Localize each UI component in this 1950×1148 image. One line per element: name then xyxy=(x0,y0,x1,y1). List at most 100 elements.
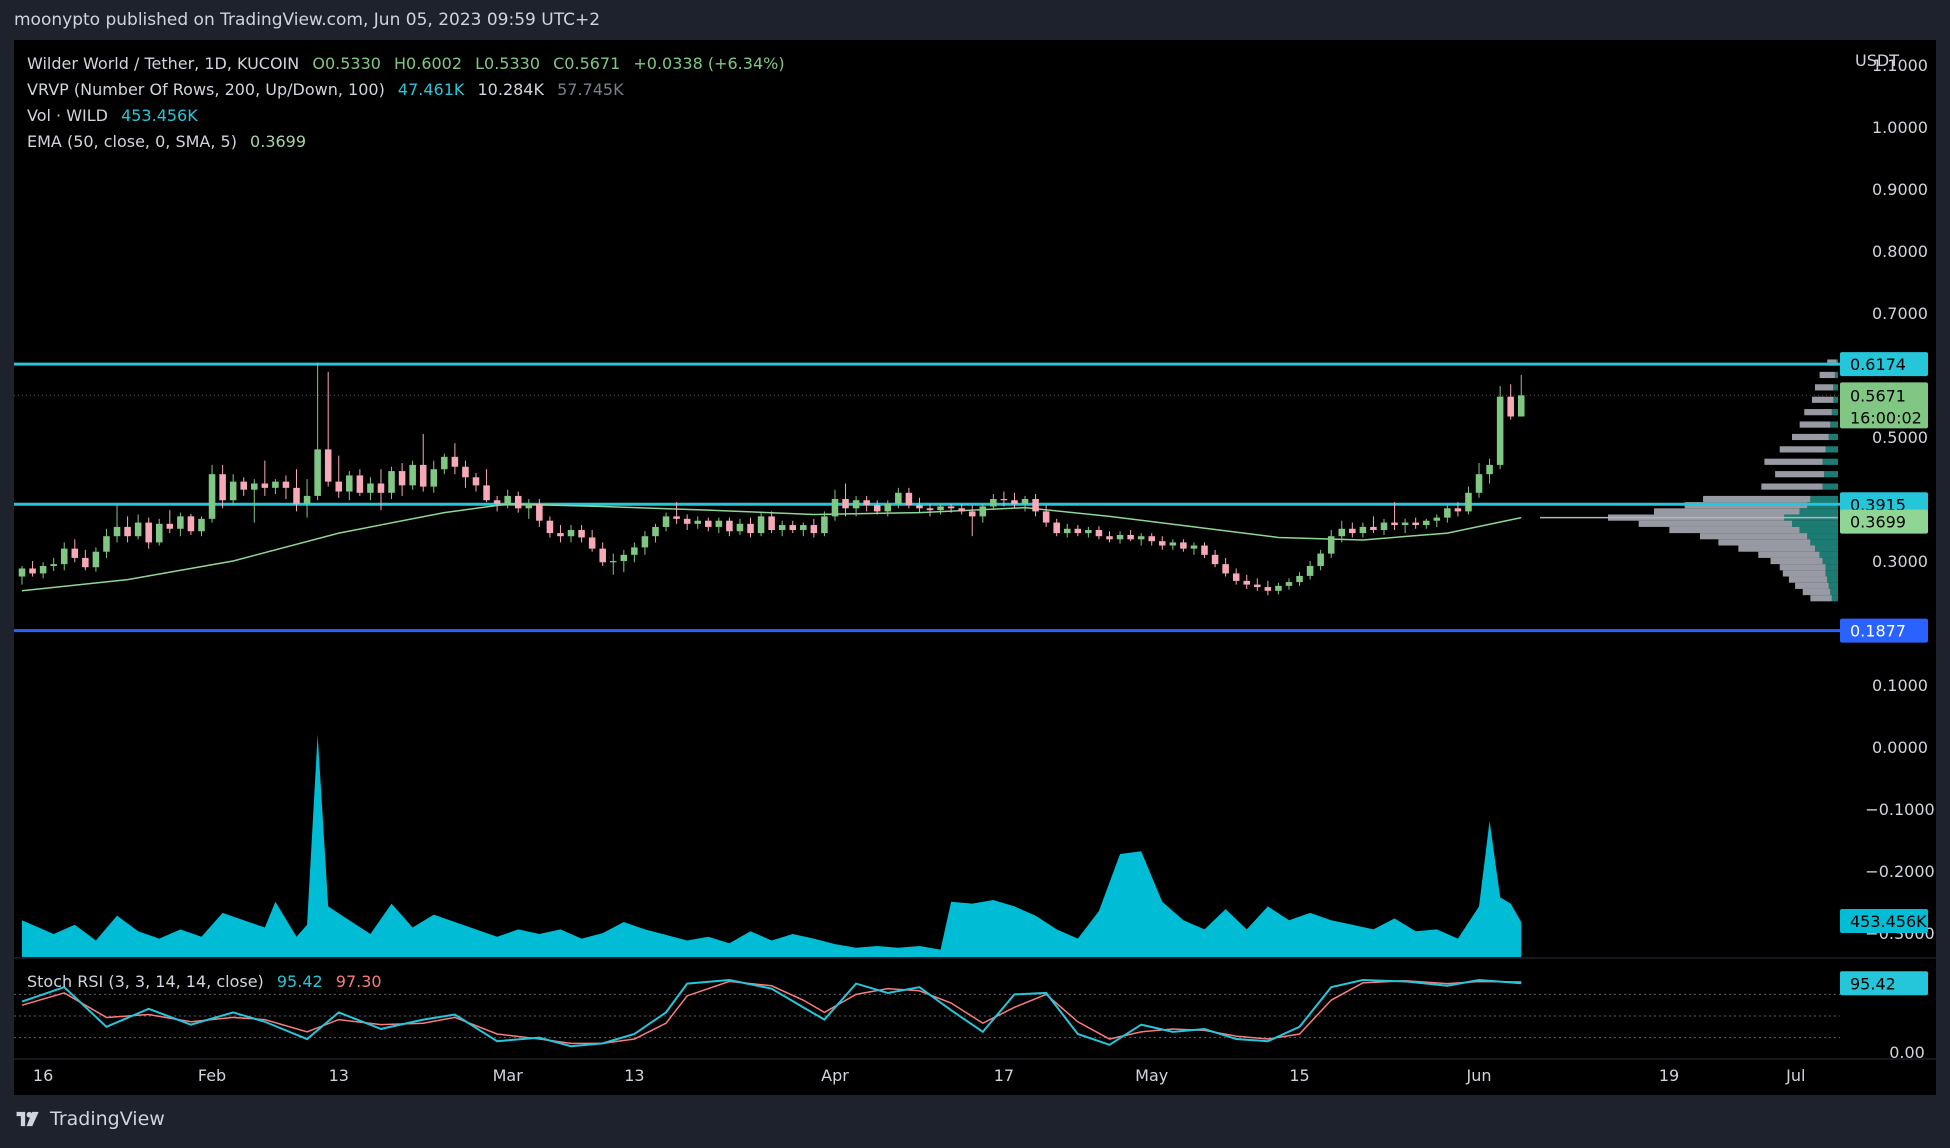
candle-body xyxy=(145,522,152,543)
legend-symbol[interactable]: Wilder World / Tether, 1D, KUCOIN xyxy=(27,54,300,73)
candle-body xyxy=(557,533,564,537)
vrvp-up-bar xyxy=(1810,595,1832,602)
candle-body xyxy=(187,516,195,532)
candle-body xyxy=(979,506,987,517)
candle-body xyxy=(1042,511,1050,523)
legend-stoch-row: Stoch RSI (3, 3, 14, 14, close) 95.42 97… xyxy=(27,972,390,991)
legend-stoch-label[interactable]: Stoch RSI (3, 3, 14, 14, close) xyxy=(27,972,264,991)
vrvp-down-bar xyxy=(1825,446,1838,453)
volume-label-box xyxy=(1840,909,1928,933)
vrvp-up-bar xyxy=(1782,570,1826,577)
candle-body xyxy=(895,492,902,504)
candle-body xyxy=(261,483,269,488)
candle-body xyxy=(1264,587,1272,591)
candle-body xyxy=(293,487,300,504)
price-tick-label: 1.0000 xyxy=(1872,118,1928,137)
vrvp-down-bar xyxy=(1810,495,1838,503)
candle-body xyxy=(662,516,670,527)
legend-low: L0.5330 xyxy=(475,54,541,73)
candle-body xyxy=(1507,396,1514,417)
candle-body xyxy=(1380,522,1388,531)
horizontal-levels[interactable] xyxy=(14,362,1840,633)
candle-body xyxy=(113,526,121,537)
legend-vrvp-row: VRVP (Number Of Rows, 200, Up/Down, 100)… xyxy=(27,80,632,99)
vrvp-up-bar xyxy=(1792,433,1829,441)
candle-body xyxy=(1454,508,1462,512)
candle-body xyxy=(1317,553,1324,566)
time-tick-label: Feb xyxy=(198,1066,226,1085)
candle-body xyxy=(578,530,585,538)
time-tick-label: 13 xyxy=(329,1066,349,1085)
vrvp-up-bar xyxy=(1764,458,1823,465)
candle-body xyxy=(736,523,744,532)
candle-body xyxy=(873,505,881,512)
candle-body xyxy=(852,500,860,509)
level-label-text: 0.1877 xyxy=(1850,622,1906,641)
candle-body xyxy=(1496,396,1504,465)
vrvp-up-bar xyxy=(1779,446,1826,453)
candle-body xyxy=(462,466,469,478)
candle-body xyxy=(282,481,290,488)
vrvp-up-bar xyxy=(1804,409,1832,416)
time-axis[interactable]: 16 Feb 13 Mar 13 Apr 17 May 15 Jun 19 Jul xyxy=(33,1066,1805,1085)
ema-path xyxy=(21,503,1522,592)
vrvp-down-bar xyxy=(1830,588,1838,596)
candle-body xyxy=(1254,584,1261,588)
candle-body xyxy=(821,516,828,534)
legend-vrvp-label[interactable]: VRVP (Number Of Rows, 200, Up/Down, 100) xyxy=(27,80,385,99)
candle-body xyxy=(778,525,786,531)
candle-body xyxy=(472,477,480,486)
candle-body xyxy=(789,525,797,531)
legend-ema-label[interactable]: EMA (50, close, 0, SMA, 5) xyxy=(27,132,237,151)
candle-body xyxy=(1327,536,1335,554)
price-tick-label: 1.1000 xyxy=(1872,56,1928,75)
candle-body xyxy=(409,464,416,486)
time-tick-label: Jun xyxy=(1466,1066,1492,1085)
candle-body xyxy=(198,518,205,532)
candle-body xyxy=(92,551,100,568)
price-tick-label: 0.5000 xyxy=(1872,428,1928,447)
legend-stoch-k: 95.42 xyxy=(276,972,323,991)
legend-high: H0.6002 xyxy=(394,54,463,73)
vrvp-down-bar xyxy=(1822,458,1838,465)
vrvp-up-bar xyxy=(1799,421,1831,428)
candle-body xyxy=(1306,565,1314,576)
legend-volume-label[interactable]: Vol · WILD xyxy=(27,106,108,125)
candle-body xyxy=(747,523,754,534)
candle-body xyxy=(240,481,247,490)
vrvp-up-bar xyxy=(1819,371,1835,379)
candle-body xyxy=(620,554,628,562)
candle-body xyxy=(398,471,406,486)
tradingview-footer[interactable]: TradingView xyxy=(14,1108,165,1130)
candle-body xyxy=(1422,520,1430,526)
vrvp-down-bar xyxy=(1822,483,1838,490)
candle-body xyxy=(1338,528,1346,537)
vrvp-down-bar xyxy=(1833,396,1838,403)
legend-stoch-d: 97.30 xyxy=(335,972,382,991)
level-label-box xyxy=(1840,618,1928,643)
price-tick-label: 0.1000 xyxy=(1872,676,1928,695)
vrvp-up-bar xyxy=(1654,508,1800,515)
ema-label-box xyxy=(1840,509,1928,534)
tradingview-brand: TradingView xyxy=(50,1108,165,1130)
candle-body xyxy=(1222,564,1229,574)
candle-body xyxy=(1032,499,1039,512)
vrvp-up-bar xyxy=(1770,557,1823,565)
candle-body xyxy=(324,449,332,482)
volume-area xyxy=(22,734,1522,957)
candle-body xyxy=(726,520,733,532)
price-tick-label: −0.1000 xyxy=(1865,800,1934,819)
volume-profile xyxy=(1540,359,1838,602)
vrvp-up-bar xyxy=(1811,396,1834,403)
vrvp-down-bar xyxy=(1827,576,1838,583)
candle-body xyxy=(29,568,36,574)
stoch-label-text: 95.42 xyxy=(1850,974,1896,993)
candle-body xyxy=(546,520,554,534)
candle-body xyxy=(303,495,311,504)
candle-body xyxy=(419,464,427,487)
candle-body xyxy=(1190,545,1198,549)
candle-body xyxy=(673,516,680,519)
vrvp-up-bar xyxy=(1827,359,1837,366)
